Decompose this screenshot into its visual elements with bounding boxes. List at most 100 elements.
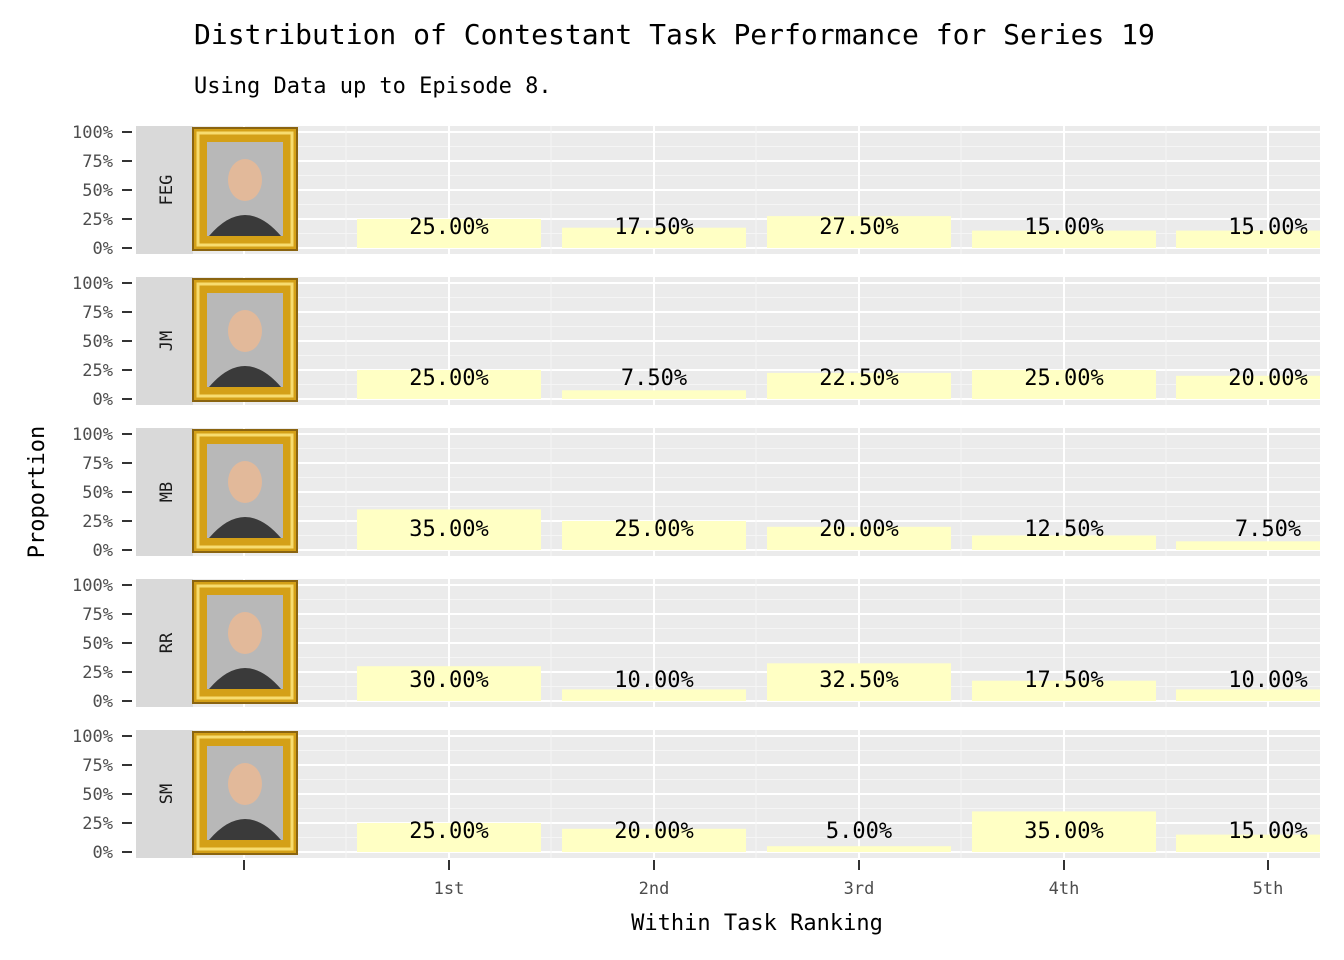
facet-strip: [136, 126, 193, 254]
portrait-shoulders: [209, 819, 281, 840]
bar-feg-4th: [972, 230, 1156, 248]
y-tick-label: 25%: [82, 361, 113, 381]
data-label: 17.50%: [1024, 668, 1103, 693]
facet-strip: [136, 579, 193, 707]
facet-sm: SM 0% 25% 50% 75% 100% 25.00% 20.00% 5.00% 35.00%…: [72, 727, 1320, 863]
data-label: 25.00%: [409, 366, 488, 391]
y-tick-label: 100%: [72, 274, 113, 294]
bar-jm-4th: [972, 370, 1156, 399]
facet-strip: [136, 730, 193, 858]
portrait-frame-inner: [196, 131, 294, 247]
x-axis: 1st 2nd 3rd 4th 5th: [243, 860, 1284, 899]
portrait-frame-inner: [196, 584, 294, 700]
portrait-frame-inner: [196, 282, 294, 398]
data-label: 17.50%: [614, 215, 693, 240]
bar-sm-1st: [357, 823, 541, 852]
facet-panels: FEG 0% 25% 50% 75% 100% 25.00% 17.50% 27.50% 15.0…: [72, 123, 1320, 863]
y-tick-label: 25%: [82, 663, 113, 683]
bar-rr-5th: [1176, 689, 1320, 701]
bar-mb-1st: [357, 509, 541, 550]
data-label: 22.50%: [819, 366, 898, 391]
data-label: 35.00%: [1024, 819, 1103, 844]
chart-title: Distribution of Contestant Task Performa…: [194, 18, 1155, 51]
data-label: 30.00%: [409, 668, 488, 693]
bar-mb-3rd: [767, 526, 951, 550]
x-tick-label: 4th: [1049, 879, 1080, 899]
y-tick-label: 100%: [72, 727, 113, 747]
y-tick-label: 50%: [82, 483, 113, 503]
data-label: 5.00%: [826, 819, 892, 844]
bar-feg-1st: [357, 219, 541, 248]
y-tick-label: 0%: [93, 692, 113, 712]
data-label: 25.00%: [1024, 366, 1103, 391]
y-tick-label: 25%: [82, 210, 113, 230]
data-label: 20.00%: [819, 517, 898, 542]
facet-mb: MB 0% 25% 50% 75% 100% 35.00% 25.00% 20.00% 12.50…: [72, 425, 1320, 561]
x-axis-title: Within Task Ranking: [631, 911, 883, 936]
y-tick-label: 75%: [82, 605, 113, 625]
bar-mb-5th: [1176, 541, 1320, 550]
y-tick-label: 0%: [93, 390, 113, 410]
y-tick-label: 25%: [82, 814, 113, 834]
portrait-frame-inner: [196, 735, 294, 851]
facet-strip-label: SM: [157, 784, 177, 804]
facet-strip-label: JM: [157, 331, 177, 351]
facet-strip: [136, 277, 193, 405]
y-tick-label: 100%: [72, 576, 113, 596]
data-label: 25.00%: [409, 819, 488, 844]
bar-feg-2nd: [562, 227, 746, 248]
data-label: 20.00%: [614, 819, 693, 844]
data-label: 35.00%: [409, 517, 488, 542]
data-label: 7.50%: [621, 366, 687, 391]
bar-sm-4th: [972, 811, 1156, 852]
y-tick-label: 75%: [82, 756, 113, 776]
portrait-face: [228, 612, 262, 654]
data-label: 27.50%: [819, 215, 898, 240]
portrait-shoulders: [209, 668, 281, 689]
portrait-frame-inner: [196, 433, 294, 549]
data-label: 7.50%: [1235, 517, 1301, 542]
bar-mb-4th: [972, 535, 1156, 550]
data-label: 32.50%: [819, 668, 898, 693]
bar-jm-5th: [1176, 375, 1320, 399]
x-tick-label: 1st: [434, 879, 465, 899]
portrait-face: [228, 310, 262, 352]
data-label: 15.00%: [1228, 215, 1307, 240]
data-label: 25.00%: [409, 215, 488, 240]
y-tick-label: 75%: [82, 152, 113, 172]
facet-rr: RR 0% 25% 50% 75% 100% 30.00% 10.00% 32.50% 17.50…: [72, 576, 1320, 712]
x-tick-label: 3rd: [844, 879, 875, 899]
facet-strip-label: RR: [157, 632, 177, 653]
facet-strip: [136, 428, 193, 556]
y-tick-label: 25%: [82, 512, 113, 532]
facet-jm: JM 0% 25% 50% 75% 100% 25.00% 7.50% 22.50% 25.00%…: [72, 274, 1320, 410]
x-tick-label: 2nd: [639, 879, 670, 899]
bar-jm-3rd: [767, 372, 951, 399]
data-label: 20.00%: [1228, 366, 1307, 391]
y-tick-label: 50%: [82, 785, 113, 805]
bar-sm-2nd: [562, 828, 746, 852]
chart-subtitle: Using Data up to Episode 8.: [194, 74, 552, 99]
y-tick-label: 50%: [82, 634, 113, 654]
facet-strip-label: FEG: [157, 175, 177, 206]
bar-feg-5th: [1176, 230, 1320, 248]
bar-sm-5th: [1176, 834, 1320, 852]
data-label: 15.00%: [1024, 215, 1103, 240]
facet-feg: FEG 0% 25% 50% 75% 100% 25.00% 17.50% 27.50% 15.0…: [72, 123, 1320, 259]
bar-sm-3rd: [767, 846, 951, 852]
portrait-shoulders: [209, 517, 281, 538]
y-tick-label: 0%: [93, 843, 113, 863]
bar-rr-4th: [972, 680, 1156, 701]
bar-jm-2nd: [562, 390, 746, 399]
bar-rr-3rd: [767, 663, 951, 701]
facet-strip-label: MB: [157, 482, 177, 502]
bar-jm-1st: [357, 370, 541, 399]
bar-mb-2nd: [562, 521, 746, 550]
data-label: 10.00%: [614, 668, 693, 693]
portrait-face: [228, 159, 262, 201]
portrait-shoulders: [209, 366, 281, 387]
data-label: 25.00%: [614, 517, 693, 542]
bar-rr-1st: [357, 666, 541, 701]
y-tick-label: 75%: [82, 303, 113, 323]
x-tick-label: 5th: [1253, 879, 1284, 899]
